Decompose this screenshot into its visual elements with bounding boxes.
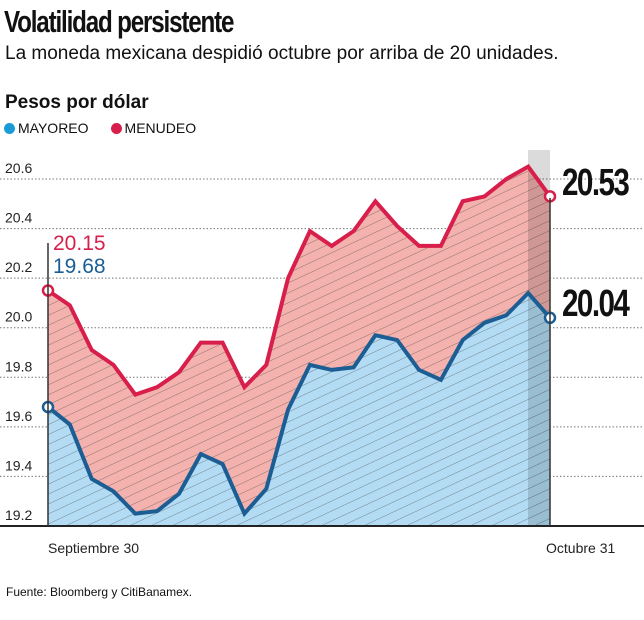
- end-label-mayoreo: 20.04: [562, 283, 630, 325]
- x-label-start: Septiembre 30: [48, 540, 139, 556]
- legend-dot-icon: [110, 122, 122, 134]
- hatch-mayoreo: [48, 293, 550, 526]
- legend-label: MAYOREO: [18, 120, 89, 136]
- y-tick-label: 19.4: [5, 457, 32, 473]
- legend: MAYOREO MENUDEO: [4, 120, 196, 136]
- y-tick-label: 20.0: [5, 309, 32, 325]
- legend-dot-icon: [4, 122, 15, 134]
- end-label-menudeo: 20.53: [562, 162, 629, 204]
- y-tick-label: 20.4: [5, 210, 32, 226]
- chart-title: Volatilidad persistente: [4, 4, 234, 39]
- start-label-menudeo: 20.15: [53, 232, 106, 255]
- y-tick-label: 19.6: [5, 408, 32, 424]
- chart-subtitle: La moneda mexicana despidió octubre por …: [5, 43, 559, 64]
- line-menudeo: [46, 163, 552, 397]
- y-tick-label: 20.2: [5, 259, 32, 275]
- y-tick-label: 19.2: [5, 507, 32, 523]
- start-label-mayoreo: 19.68: [53, 255, 106, 278]
- y-tick-label: 20.6: [5, 160, 32, 176]
- y-tick-label: 19.8: [5, 358, 32, 374]
- line-mayoreo: [46, 290, 552, 518]
- y-axis-label: Pesos por dólar: [5, 92, 149, 113]
- x-label-end: Octubre 31: [546, 540, 615, 556]
- legend-label: MENUDEO: [124, 120, 197, 136]
- legend-item-menudeo: MENUDEO: [110, 120, 197, 136]
- legend-item-mayoreo: MAYOREO: [4, 120, 89, 136]
- last-day-highlight: [528, 150, 550, 526]
- source-note: Fuente: Bloomberg y CitiBanamex.: [6, 585, 193, 599]
